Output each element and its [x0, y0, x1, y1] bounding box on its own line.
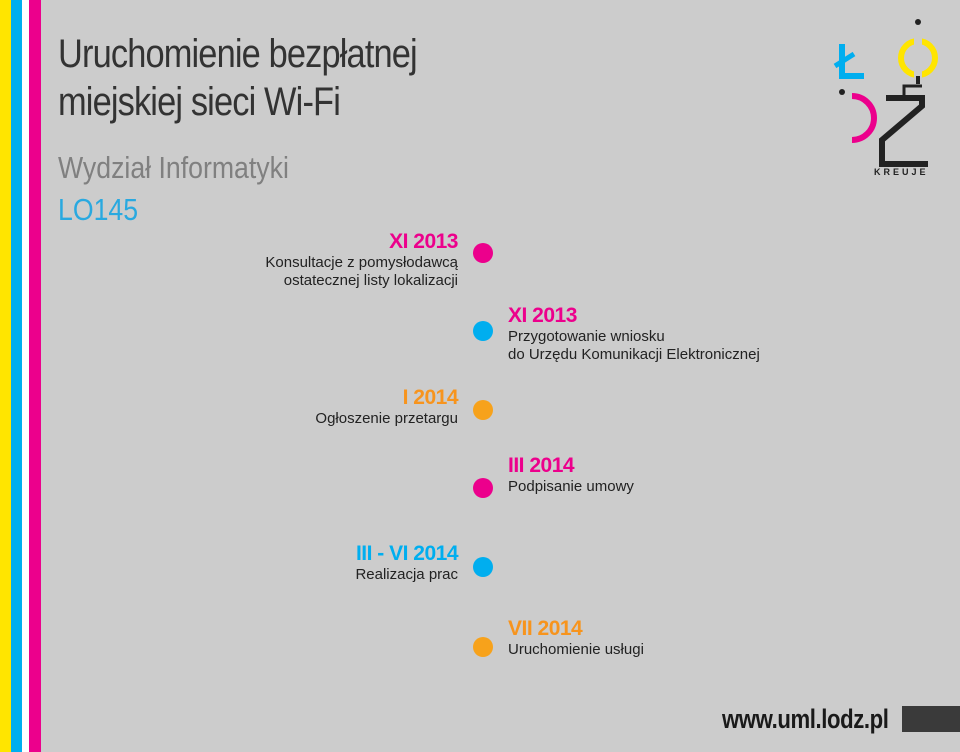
website-url[interactable]: www.uml.lodz.pl [722, 704, 889, 734]
page-title: Uruchomienie bezpłatnej miejskiej sieci … [58, 30, 418, 126]
event-date: VII 2014 [508, 617, 583, 640]
timeline-dot-blue [473, 557, 493, 577]
timeline-event-3: I 2014 Ogłoszenie przetargu [315, 386, 458, 428]
event-description: Uruchomienie usługi [508, 641, 644, 658]
timeline-dot-pink [473, 478, 493, 498]
event-description: ostatecznej listy lokalizacji [283, 272, 458, 289]
lodz-kreuje-logo-icon [833, 19, 938, 167]
footer-bar [902, 706, 960, 732]
stripe-white [22, 0, 29, 752]
timeline-event-1: XI 2013 Konsultacje z pomysłodawcą ostat… [265, 230, 458, 290]
event-description: Konsultacje z pomysłodawcą [265, 254, 458, 271]
timeline-dot-orange [473, 400, 493, 420]
timeline-dot-orange [473, 637, 493, 657]
event-date: I 2014 [402, 386, 459, 409]
event-date: XI 2013 [389, 230, 458, 253]
event-date: XI 2013 [508, 304, 577, 327]
stripe-yellow [0, 0, 11, 752]
event-description: do Urzędu Komunikacji Elektronicznej [508, 346, 760, 363]
logo-caption: KREUJE [874, 167, 929, 177]
event-date: III - VI 2014 [355, 542, 459, 565]
event-date: III 2014 [508, 454, 575, 477]
timeline-event-6: VII 2014 Uruchomienie usługi [508, 617, 644, 659]
event-description: Podpisanie umowy [508, 478, 634, 495]
timeline-event-5: III - VI 2014 Realizacja prac [355, 542, 458, 584]
event-description: Przygotowanie wniosku [508, 328, 665, 345]
event-description: Ogłoszenie przetargu [315, 410, 458, 427]
department-name: Wydział Informatyki [58, 150, 289, 185]
stripe-pink [29, 0, 41, 752]
timeline-dot-blue [473, 321, 493, 341]
stripe-blue [11, 0, 22, 752]
timeline-dot-pink [473, 243, 493, 263]
timeline-event-2: XI 2013 Przygotowanie wniosku do Urzędu … [508, 304, 760, 364]
title-line-2: miejskiej sieci Wi-Fi [58, 80, 341, 124]
project-code: LO145 [58, 192, 139, 227]
title-line-1: Uruchomienie bezpłatnej [58, 32, 418, 76]
event-description: Realizacja prac [355, 566, 458, 583]
timeline-event-4: III 2014 Podpisanie umowy [508, 454, 634, 496]
